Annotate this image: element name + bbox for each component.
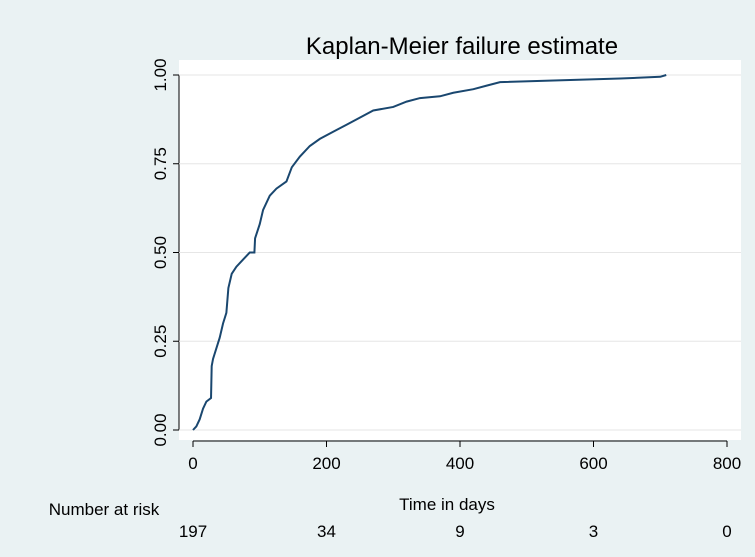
x-tick-label: 400 bbox=[446, 454, 474, 473]
chart-title: Kaplan-Meier failure estimate bbox=[306, 33, 618, 60]
x-axis-label: Time in days bbox=[399, 495, 495, 514]
x-tick-label: 200 bbox=[312, 454, 340, 473]
y-tick-label: 0.00 bbox=[151, 413, 170, 446]
failure-curve bbox=[192, 74, 667, 431]
y-tick-label: 0.75 bbox=[151, 147, 170, 180]
risk-count: 197 bbox=[179, 522, 207, 541]
risk-count: 3 bbox=[589, 522, 598, 541]
x-tick-label: 600 bbox=[579, 454, 607, 473]
y-tick-label: 1.00 bbox=[151, 58, 170, 91]
risk-count: 9 bbox=[455, 522, 464, 541]
x-tick-label: 800 bbox=[713, 454, 741, 473]
plot-area bbox=[179, 60, 741, 440]
risk-count: 0 bbox=[722, 522, 731, 541]
y-tick-label: 0.50 bbox=[151, 236, 170, 269]
risk-label: Number at risk bbox=[49, 500, 160, 519]
x-tick-label: 0 bbox=[188, 454, 197, 473]
risk-count: 34 bbox=[317, 522, 336, 541]
y-tick-label: 0.25 bbox=[151, 325, 170, 358]
